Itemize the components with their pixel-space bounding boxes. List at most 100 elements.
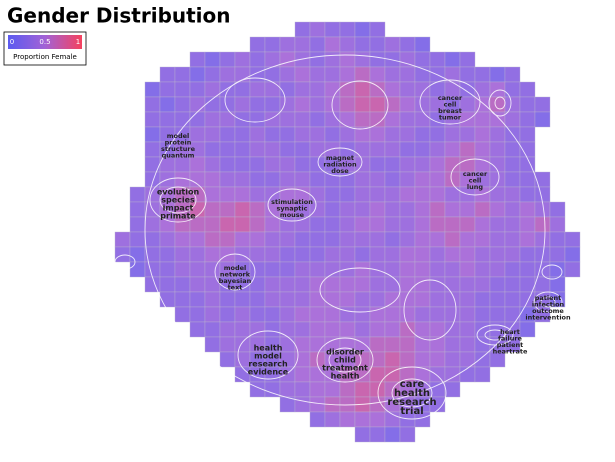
cell <box>339 66 356 83</box>
contour <box>316 337 374 383</box>
cell <box>264 171 281 188</box>
cell <box>369 126 386 143</box>
cell <box>159 291 176 308</box>
cell <box>414 246 431 263</box>
topic-label: evolution <box>157 188 200 197</box>
topic-label: health <box>331 372 360 381</box>
cell <box>309 381 326 398</box>
contour-layer <box>114 54 563 420</box>
cell <box>504 186 521 203</box>
cell <box>249 276 266 293</box>
cell <box>189 306 206 323</box>
cell <box>564 231 581 248</box>
cell <box>444 276 461 293</box>
cell <box>444 201 461 218</box>
cell <box>534 186 551 203</box>
cell <box>189 96 206 113</box>
cell <box>489 216 506 233</box>
cell <box>429 231 446 248</box>
cell <box>219 141 236 158</box>
cell <box>444 351 461 368</box>
legend: Proportion Female 0 0.5 1 <box>3 31 87 66</box>
cell <box>429 366 446 383</box>
cell <box>204 141 221 158</box>
cell <box>144 216 161 233</box>
cell <box>264 36 281 53</box>
cell <box>249 216 266 233</box>
cell <box>369 141 386 158</box>
cell <box>414 51 431 68</box>
cell <box>384 261 401 278</box>
cell <box>534 96 551 113</box>
cell <box>504 291 521 308</box>
cell <box>534 306 551 323</box>
cell <box>234 336 251 353</box>
topic-label: model <box>254 352 282 361</box>
cell <box>459 216 476 233</box>
cell <box>429 186 446 203</box>
cell <box>384 231 401 248</box>
cell <box>549 246 566 263</box>
cell <box>444 171 461 188</box>
cell <box>369 396 386 413</box>
cell <box>114 231 131 248</box>
cell <box>414 36 431 53</box>
cell <box>489 246 506 263</box>
cell <box>369 96 386 113</box>
cell <box>279 156 296 173</box>
contour <box>377 366 447 420</box>
cell <box>204 306 221 323</box>
cell <box>354 51 371 68</box>
cell <box>414 276 431 293</box>
cell <box>369 336 386 353</box>
cell <box>414 351 431 368</box>
cell <box>294 21 311 38</box>
cell <box>249 171 266 188</box>
cell <box>279 111 296 128</box>
cell <box>309 216 326 233</box>
contour <box>540 296 556 308</box>
cell <box>234 231 251 248</box>
cell <box>339 81 356 98</box>
cell <box>189 51 206 68</box>
topic-label: heartrate <box>493 348 528 356</box>
topic-label: care <box>400 379 425 390</box>
topic-label: outcome <box>532 307 564 315</box>
cell <box>474 81 491 98</box>
contour <box>476 324 514 346</box>
cell <box>429 156 446 173</box>
cell <box>204 111 221 128</box>
cell <box>414 411 431 428</box>
cell <box>264 81 281 98</box>
cell <box>459 66 476 83</box>
cell <box>234 126 251 143</box>
cell <box>219 201 236 218</box>
cell <box>399 336 416 353</box>
topic-label: mouse <box>280 211 305 219</box>
contour <box>488 89 512 117</box>
contour <box>317 147 363 177</box>
cell <box>204 201 221 218</box>
cell <box>384 141 401 158</box>
cell <box>159 276 176 293</box>
cell <box>414 81 431 98</box>
cell <box>294 51 311 68</box>
cell <box>234 291 251 308</box>
cell <box>429 51 446 68</box>
cell <box>219 171 236 188</box>
cell <box>339 21 356 38</box>
cell <box>204 321 221 338</box>
cell <box>264 306 281 323</box>
cell <box>264 246 281 263</box>
cell <box>504 171 521 188</box>
cell <box>369 171 386 188</box>
cell <box>234 141 251 158</box>
cell <box>459 291 476 308</box>
cell <box>294 156 311 173</box>
cell <box>219 231 236 248</box>
cell <box>324 201 341 218</box>
cell <box>369 411 386 428</box>
contour <box>214 253 256 291</box>
cell <box>324 216 341 233</box>
cell <box>129 246 146 263</box>
